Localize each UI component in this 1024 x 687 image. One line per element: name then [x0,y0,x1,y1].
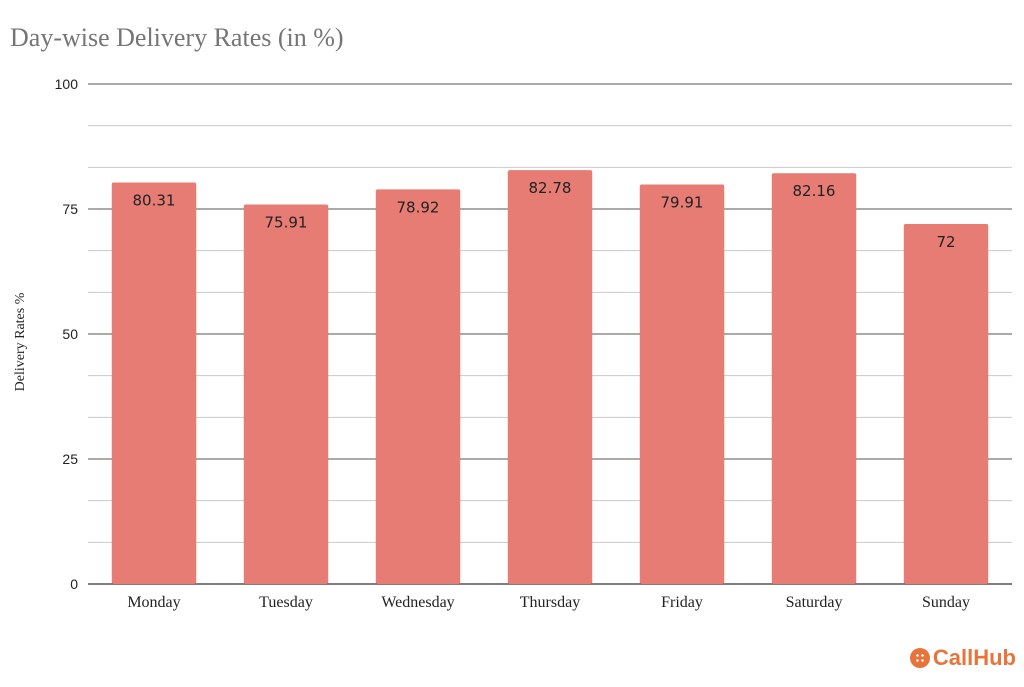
x-category-label: Sunday [922,594,970,611]
y-tick-label: 25 [62,451,78,467]
bar-sunday [903,224,989,584]
y-tick-label: 50 [62,326,78,342]
brand-logo: CallHub [909,645,1016,671]
bar-monday [111,182,197,584]
chart-title: Day-wise Delivery Rates (in %) [10,23,344,52]
data-label: 72 [936,233,955,251]
chat-bubble-icon [909,648,930,668]
y-axis-label: Delivery Rates % [13,292,28,391]
x-axis-categories: Monday Tuesday Wednesday Thursday Friday Satu… [127,594,970,611]
data-labels: 80.31 75.91 78.92 82.78 79.91 82.16 72 [133,179,956,251]
x-category-label: Tuesday [259,594,313,611]
y-axis-ticks: 0 25 50 75 100 [55,76,79,592]
bar-saturday [771,173,857,584]
y-tick-label: 75 [62,201,78,217]
y-tick-label: 100 [55,76,79,92]
x-category-label: Thursday [520,594,580,611]
data-label: 82.78 [529,179,572,197]
bar-thursday [507,170,593,584]
data-label: 82.16 [793,182,836,200]
brand-name: CallHub [932,645,1016,670]
data-label: 75.91 [265,213,308,231]
y-tick-label: 0 [70,576,78,592]
bar-wednesday [375,189,461,584]
x-category-label: Saturday [786,594,843,611]
data-label: 80.31 [133,191,176,209]
x-category-label: Monday [127,594,180,611]
bar-tuesday [243,204,329,584]
bars [111,170,989,584]
bar-friday [639,184,725,584]
x-category-label: Friday [661,594,703,611]
x-category-label: Wednesday [381,594,454,611]
data-label: 78.92 [397,198,440,216]
data-label: 79.91 [661,193,704,211]
